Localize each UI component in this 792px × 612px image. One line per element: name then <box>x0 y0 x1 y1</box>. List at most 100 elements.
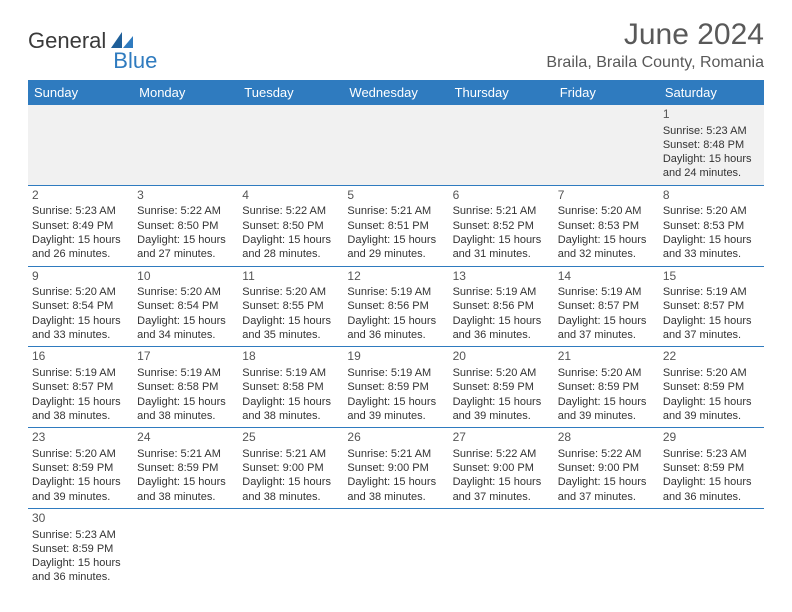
sunrise-text: Sunrise: 5:21 AM <box>347 204 444 218</box>
location-text: Braila, Braila County, Romania <box>546 54 764 72</box>
sunset-text: Sunset: 8:52 PM <box>453 219 550 233</box>
sunrise-text: Sunrise: 5:19 AM <box>347 285 444 299</box>
title-block: June 2024 Braila, Braila County, Romania <box>546 18 764 72</box>
day-number: 16 <box>32 349 129 365</box>
sunrise-text: Sunrise: 5:19 AM <box>663 285 760 299</box>
daylight-text: and 36 minutes. <box>32 570 129 584</box>
sunset-text: Sunset: 8:59 PM <box>558 380 655 394</box>
daylight-text: and 39 minutes. <box>32 490 129 504</box>
daylight-text: and 37 minutes. <box>663 328 760 342</box>
day-header: Monday <box>133 80 238 105</box>
sunrise-text: Sunrise: 5:20 AM <box>137 285 234 299</box>
day-header: Saturday <box>659 80 764 105</box>
calendar-day-cell: 3Sunrise: 5:22 AMSunset: 8:50 PMDaylight… <box>133 185 238 266</box>
calendar-day-cell <box>554 508 659 588</box>
sunset-text: Sunset: 8:56 PM <box>453 299 550 313</box>
daylight-text: Daylight: 15 hours <box>663 152 760 166</box>
daylight-text: Daylight: 15 hours <box>32 233 129 247</box>
daylight-text: and 26 minutes. <box>32 247 129 261</box>
sunrise-text: Sunrise: 5:21 AM <box>242 447 339 461</box>
day-number: 26 <box>347 430 444 446</box>
daylight-text: and 37 minutes. <box>558 490 655 504</box>
sunrise-text: Sunrise: 5:22 AM <box>242 204 339 218</box>
calendar-day-cell: 13Sunrise: 5:19 AMSunset: 8:56 PMDayligh… <box>449 266 554 347</box>
logo: General Blue <box>28 18 157 74</box>
sunset-text: Sunset: 8:54 PM <box>137 299 234 313</box>
calendar-day-cell: 24Sunrise: 5:21 AMSunset: 8:59 PMDayligh… <box>133 428 238 509</box>
sunset-text: Sunset: 9:00 PM <box>242 461 339 475</box>
day-number: 10 <box>137 269 234 285</box>
day-number: 21 <box>558 349 655 365</box>
calendar-day-cell: 25Sunrise: 5:21 AMSunset: 9:00 PMDayligh… <box>238 428 343 509</box>
daylight-text: Daylight: 15 hours <box>137 395 234 409</box>
daylight-text: Daylight: 15 hours <box>137 314 234 328</box>
calendar-day-cell <box>28 105 133 185</box>
day-number: 12 <box>347 269 444 285</box>
calendar-week-row: 2Sunrise: 5:23 AMSunset: 8:49 PMDaylight… <box>28 185 764 266</box>
daylight-text: Daylight: 15 hours <box>347 233 444 247</box>
day-number: 2 <box>32 188 129 204</box>
daylight-text: Daylight: 15 hours <box>137 233 234 247</box>
calendar-day-cell: 1Sunrise: 5:23 AMSunset: 8:48 PMDaylight… <box>659 105 764 185</box>
sunrise-text: Sunrise: 5:20 AM <box>32 285 129 299</box>
sunrise-text: Sunrise: 5:19 AM <box>242 366 339 380</box>
sunset-text: Sunset: 8:50 PM <box>137 219 234 233</box>
sunrise-text: Sunrise: 5:20 AM <box>663 366 760 380</box>
calendar-day-cell: 4Sunrise: 5:22 AMSunset: 8:50 PMDaylight… <box>238 185 343 266</box>
calendar-day-cell <box>449 105 554 185</box>
calendar-day-cell: 27Sunrise: 5:22 AMSunset: 9:00 PMDayligh… <box>449 428 554 509</box>
logo-text-general: General <box>28 28 106 54</box>
sunrise-text: Sunrise: 5:23 AM <box>32 528 129 542</box>
day-header: Friday <box>554 80 659 105</box>
daylight-text: and 38 minutes. <box>242 490 339 504</box>
day-number: 25 <box>242 430 339 446</box>
day-number: 19 <box>347 349 444 365</box>
daylight-text: and 37 minutes. <box>558 328 655 342</box>
calendar-week-row: 30Sunrise: 5:23 AMSunset: 8:59 PMDayligh… <box>28 508 764 588</box>
sunset-text: Sunset: 8:59 PM <box>137 461 234 475</box>
sunset-text: Sunset: 8:53 PM <box>663 219 760 233</box>
day-number: 29 <box>663 430 760 446</box>
calendar-day-cell <box>554 105 659 185</box>
calendar-day-cell: 12Sunrise: 5:19 AMSunset: 8:56 PMDayligh… <box>343 266 448 347</box>
daylight-text: and 24 minutes. <box>663 166 760 180</box>
calendar-day-cell: 29Sunrise: 5:23 AMSunset: 8:59 PMDayligh… <box>659 428 764 509</box>
sunset-text: Sunset: 8:58 PM <box>242 380 339 394</box>
sunset-text: Sunset: 8:58 PM <box>137 380 234 394</box>
day-number: 18 <box>242 349 339 365</box>
calendar-day-cell: 28Sunrise: 5:22 AMSunset: 9:00 PMDayligh… <box>554 428 659 509</box>
sunrise-text: Sunrise: 5:19 AM <box>347 366 444 380</box>
logo-sail-icon <box>109 30 135 50</box>
calendar-day-cell: 2Sunrise: 5:23 AMSunset: 8:49 PMDaylight… <box>28 185 133 266</box>
daylight-text: Daylight: 15 hours <box>453 395 550 409</box>
daylight-text: and 34 minutes. <box>137 328 234 342</box>
sunset-text: Sunset: 8:59 PM <box>453 380 550 394</box>
daylight-text: and 39 minutes. <box>558 409 655 423</box>
day-number: 8 <box>663 188 760 204</box>
daylight-text: Daylight: 15 hours <box>558 233 655 247</box>
daylight-text: Daylight: 15 hours <box>663 395 760 409</box>
calendar-day-cell <box>659 508 764 588</box>
daylight-text: Daylight: 15 hours <box>32 475 129 489</box>
calendar-day-cell <box>133 105 238 185</box>
day-number: 3 <box>137 188 234 204</box>
sunrise-text: Sunrise: 5:22 AM <box>137 204 234 218</box>
daylight-text: and 39 minutes. <box>663 409 760 423</box>
calendar-week-row: 1Sunrise: 5:23 AMSunset: 8:48 PMDaylight… <box>28 105 764 185</box>
calendar-day-cell: 8Sunrise: 5:20 AMSunset: 8:53 PMDaylight… <box>659 185 764 266</box>
calendar-week-row: 23Sunrise: 5:20 AMSunset: 8:59 PMDayligh… <box>28 428 764 509</box>
daylight-text: and 27 minutes. <box>137 247 234 261</box>
sunrise-text: Sunrise: 5:20 AM <box>242 285 339 299</box>
sunrise-text: Sunrise: 5:22 AM <box>453 447 550 461</box>
calendar-day-cell <box>343 508 448 588</box>
daylight-text: Daylight: 15 hours <box>663 475 760 489</box>
daylight-text: and 33 minutes. <box>663 247 760 261</box>
calendar-day-cell: 16Sunrise: 5:19 AMSunset: 8:57 PMDayligh… <box>28 347 133 428</box>
day-number: 22 <box>663 349 760 365</box>
day-number: 4 <box>242 188 339 204</box>
sunset-text: Sunset: 8:59 PM <box>32 542 129 556</box>
header: General Blue June 2024 Braila, Braila Co… <box>28 18 764 74</box>
calendar-day-cell: 19Sunrise: 5:19 AMSunset: 8:59 PMDayligh… <box>343 347 448 428</box>
sunset-text: Sunset: 8:56 PM <box>347 299 444 313</box>
day-number: 15 <box>663 269 760 285</box>
